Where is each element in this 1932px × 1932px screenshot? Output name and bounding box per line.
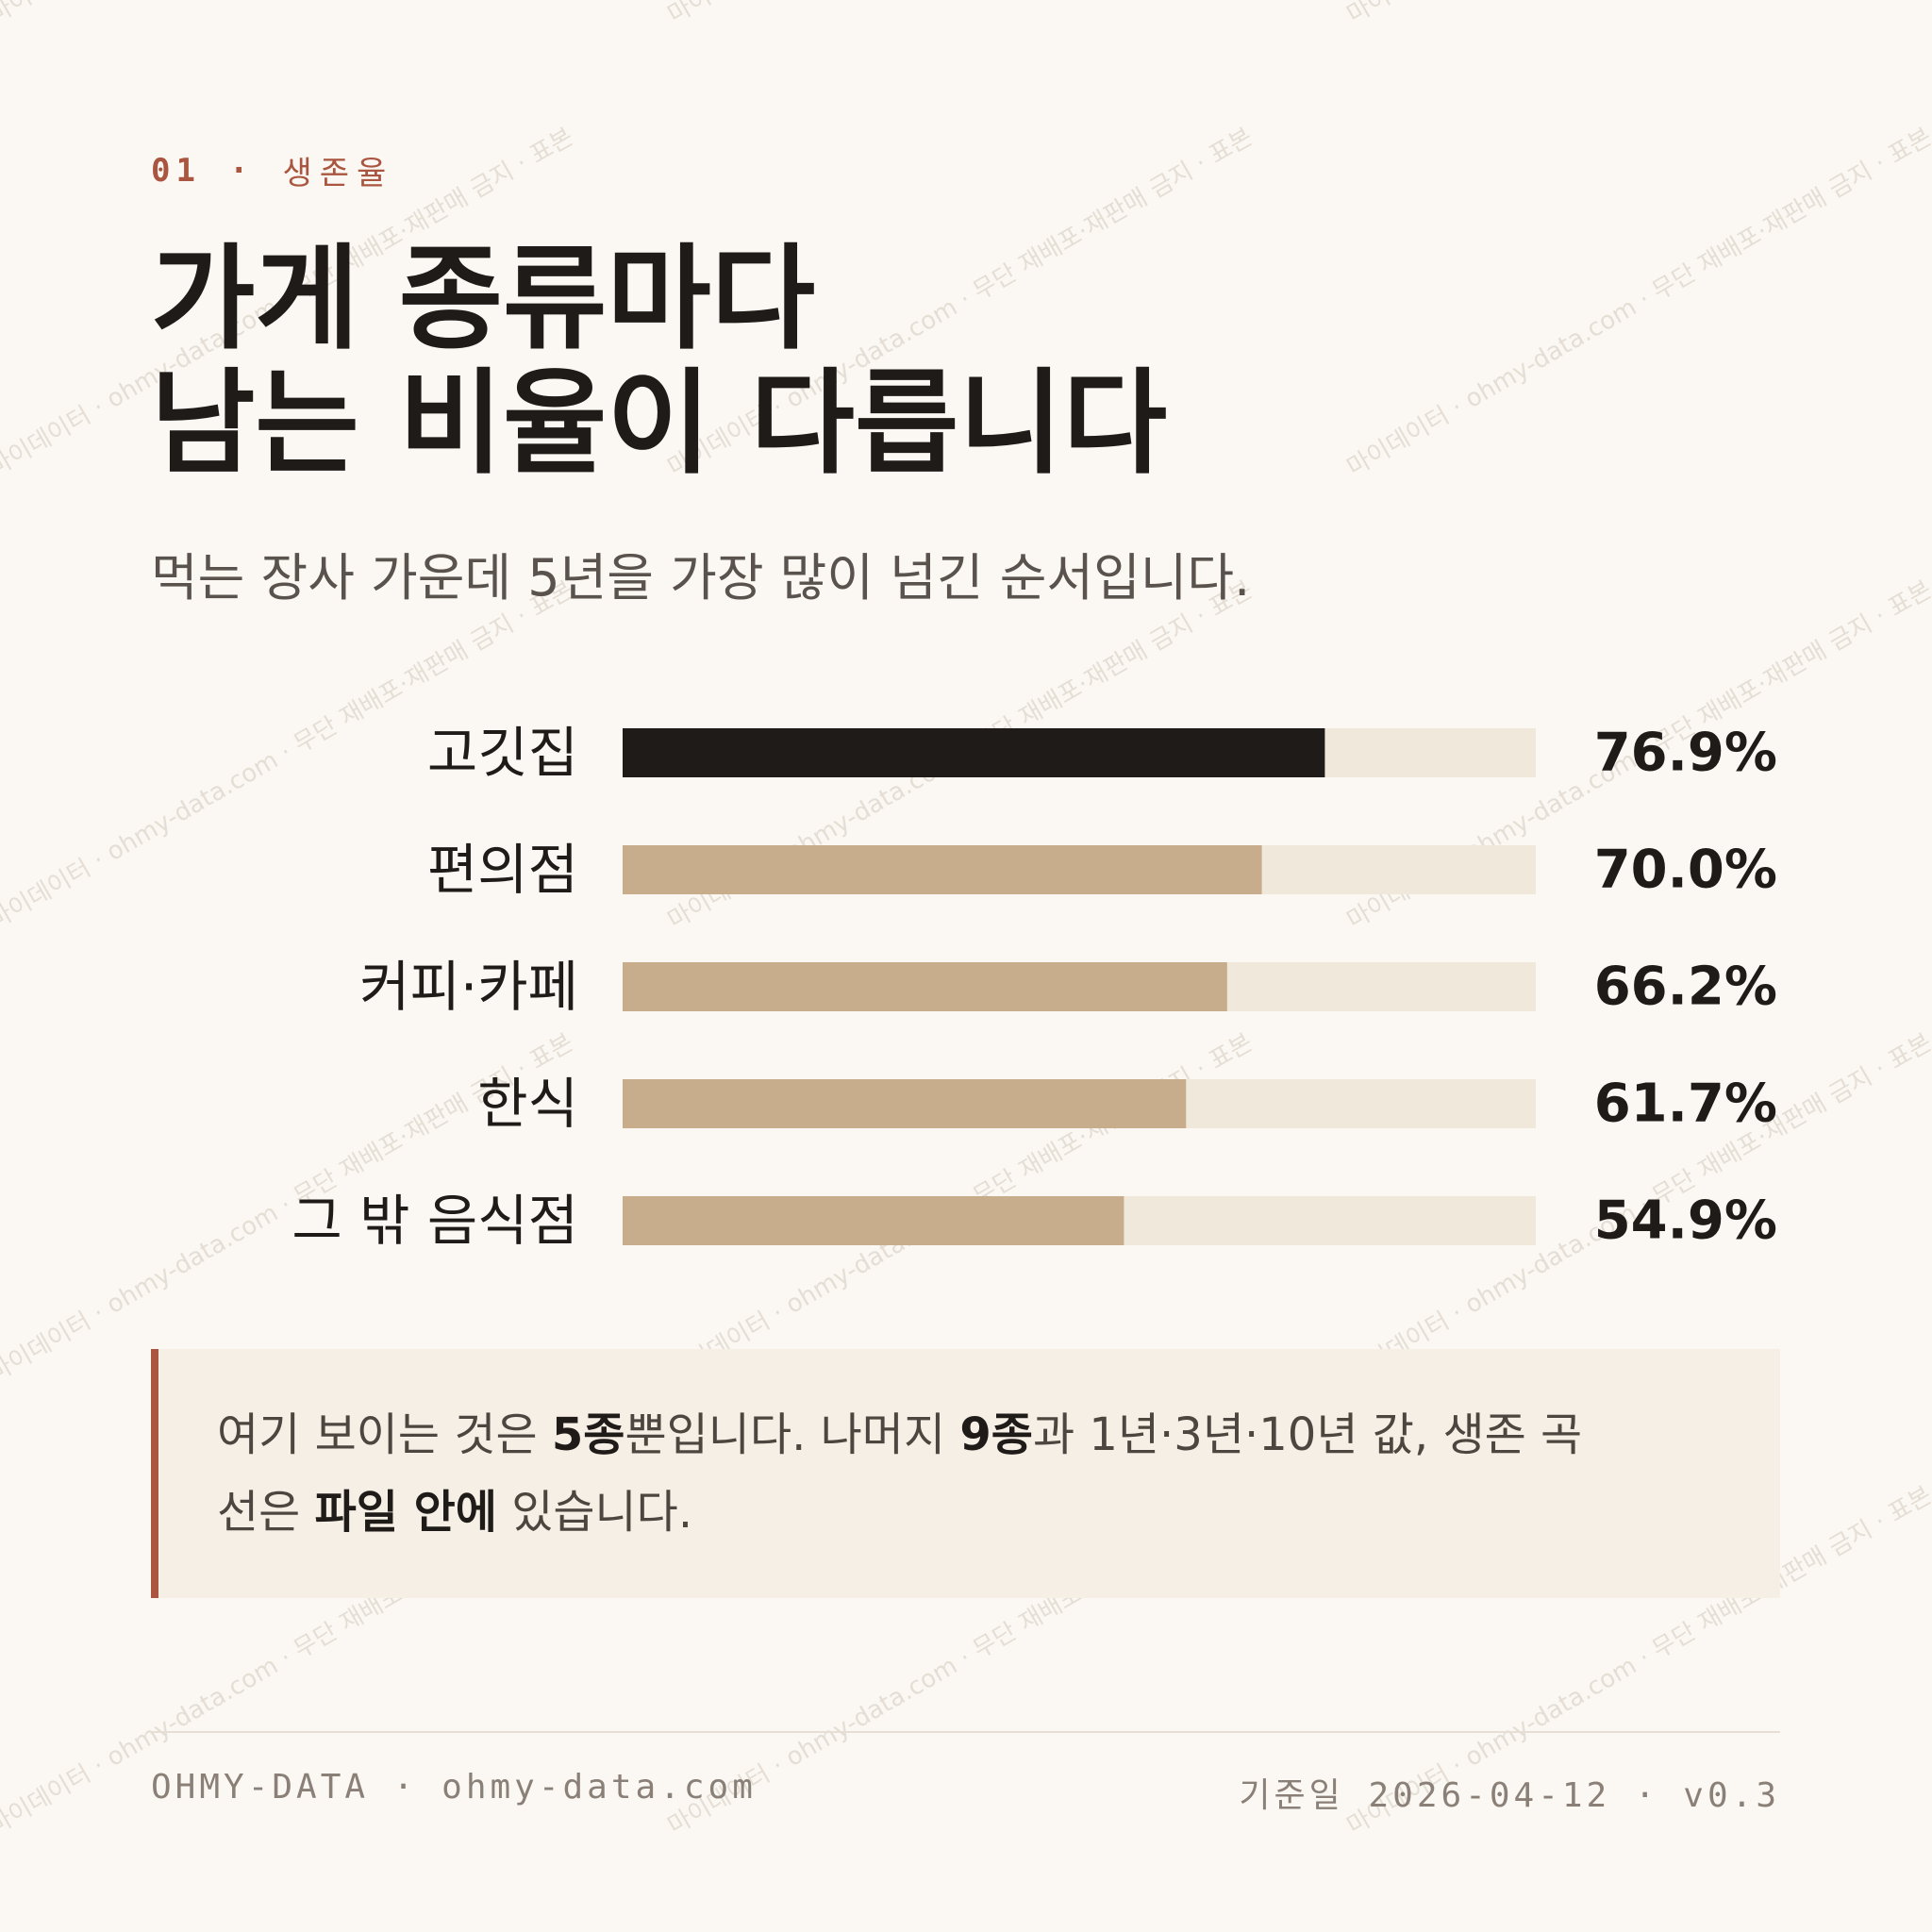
value-label: 54.9% [1594,1191,1777,1252]
footer-meta: 기준일 2026-04-12 · v0.3 [1239,1768,1780,1817]
section-number: 01 [151,151,201,190]
title-line-1: 가게 종류마다 [151,234,816,365]
footer-divider [151,1731,1780,1733]
value-label: 61.7% [1594,1074,1777,1135]
footer-date-label: 기준일 [1239,1776,1344,1815]
bar-row: 편의점 70.0% [427,838,1777,902]
bar [623,1196,1124,1245]
note-text-5: 있습니다. [496,1486,693,1539]
section-separator: · [228,151,255,190]
bar-row: 그 밖 음식점 54.9% [291,1189,1777,1253]
value-label: 70.0% [1594,840,1777,901]
page-subtitle: 먹는 장사 가운데 5년을 가장 많이 넘긴 순서입니다. [151,548,1251,608]
note-callout: 여기 보이는 것은 5종뿐입니다. 나머지 9종과 1년·3년·10년 값, 생… [151,1349,1780,1598]
note-text-1: 여기 보이는 것은 [217,1408,552,1461]
bar [623,962,1227,1011]
bar-row: 한식 61.7% [477,1072,1777,1136]
section-eyebrow: 01 · 생존율 [151,147,393,193]
page-title: 가게 종류마다 남는 비율이 다릅니다 [151,238,1167,487]
footer-date: 2026-04-12 [1368,1776,1611,1815]
footer-brand-line: OHMY-DATA · ohmy-data.com [151,1768,757,1807]
bar [623,728,1325,777]
survival-bar-chart: 고깃집 76.9% 편의점 70.0% 커피·카페 66.2% 한식 61.7% 그 밖 음식점… [291,721,1777,1253]
footer-site-link[interactable]: ohmy-data.com [441,1768,757,1807]
note-bold-1: 5종 [551,1408,625,1461]
category-label: 고깃집 [427,721,578,785]
note-text-4: 선은 [217,1486,315,1539]
title-line-2: 남는 비율이 다릅니다 [151,358,1168,490]
note-bold-3: 파일 안에 [314,1486,497,1539]
category-label: 편의점 [427,838,578,902]
footer-meta-separator: · [1634,1776,1659,1815]
value-label: 76.9% [1594,723,1777,784]
section-name: 생존율 [282,155,394,192]
category-label: 커피·카페 [359,955,578,1019]
bar [623,845,1262,894]
bar [623,1079,1187,1128]
bar-row: 고깃집 76.9% [427,721,1777,785]
bar-row: 커피·카페 66.2% [359,955,1777,1019]
footer-brand: OHMY-DATA [151,1768,370,1807]
note-text-2: 뿐입니다. 나머지 [625,1408,960,1461]
note-bold-2: 9종 [959,1408,1033,1461]
note-text-3: 과 1년·3년·10년 값, 생존 곡 [1032,1408,1583,1461]
category-label: 그 밖 음식점 [291,1189,578,1253]
footer-separator: · [392,1768,418,1807]
footer-version: v0.3 [1683,1776,1780,1815]
value-label: 66.2% [1594,957,1777,1018]
category-label: 한식 [477,1072,578,1136]
